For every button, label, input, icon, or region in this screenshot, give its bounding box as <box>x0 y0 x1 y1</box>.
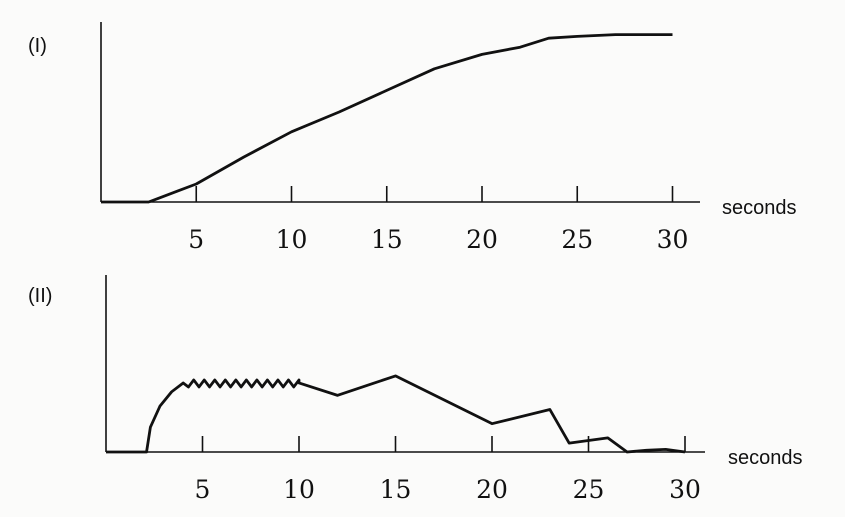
x-axis-label: seconds <box>728 447 803 469</box>
x-tick-label: 30 <box>657 225 689 254</box>
panel-2: (II) 5 10 15 20 25 30 seconds <box>28 275 803 504</box>
x-tick-label: 20 <box>476 475 508 504</box>
x-axis-label: seconds <box>722 197 797 219</box>
x-tick-label: 15 <box>380 475 412 504</box>
x-tick-label: 20 <box>466 225 498 254</box>
x-tick-label: 5 <box>188 225 204 254</box>
x-tick-label: 10 <box>283 475 315 504</box>
series-line <box>101 33 673 204</box>
panel-label: (I) <box>28 35 47 57</box>
x-tick-label: 25 <box>573 475 605 504</box>
x-tick-label: 30 <box>669 475 701 504</box>
panel-label: (II) <box>28 285 52 307</box>
series-line <box>106 374 686 454</box>
x-tick-label: 5 <box>195 475 211 504</box>
panel-1: (I) 5 10 15 20 25 30 seconds <box>28 22 797 254</box>
x-tick-label: 15 <box>371 225 403 254</box>
x-tick-label: 10 <box>276 225 308 254</box>
x-tick-label: 25 <box>561 225 593 254</box>
